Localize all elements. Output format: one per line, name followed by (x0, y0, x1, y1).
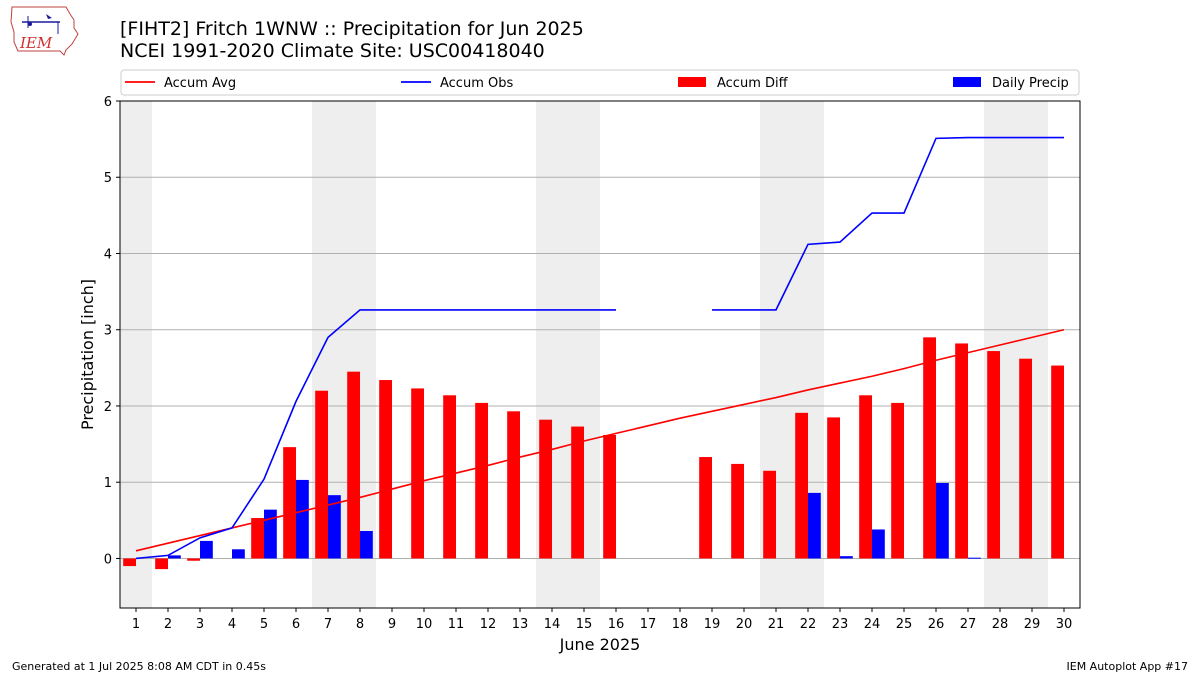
x-tick-label: 13 (512, 617, 529, 632)
x-tick-label: 26 (928, 617, 945, 632)
legend-label: Accum Obs (440, 76, 513, 91)
accum-diff-bar (411, 388, 424, 559)
accum-diff-bar (891, 402, 904, 559)
accum-diff-bar (827, 417, 840, 559)
accum-avg-line (135, 328, 1065, 552)
x-tick-label: 10 (416, 617, 433, 632)
x-tick-label: 2 (164, 617, 172, 632)
accum-diff-bar (1019, 358, 1032, 559)
daily-precip-bar (296, 479, 309, 559)
logo-text: IEM (19, 34, 53, 52)
x-tick-label: 21 (768, 617, 785, 632)
x-tick-label: 28 (992, 617, 1009, 632)
x-tick-label: 11 (448, 617, 465, 632)
chart-subtitle: NCEI 1991-2020 Climate Site: USC00418040 (120, 40, 545, 62)
x-tick-label: 22 (800, 617, 817, 632)
daily-precip-bar (840, 556, 853, 559)
daily-precip-bar (264, 509, 277, 559)
accum-diff-bar (251, 518, 264, 559)
accum-obs-line (712, 136, 1064, 311)
x-tick-label: 25 (896, 617, 913, 632)
y-tick-label: 3 (104, 324, 112, 339)
y-tick-label: 5 (104, 171, 112, 186)
legend-swatch (953, 77, 981, 87)
x-tick-label: 30 (1056, 617, 1073, 632)
accum-diff-bar (539, 419, 552, 559)
x-tick-label: 17 (640, 617, 657, 632)
legend-box (120, 69, 1080, 96)
legend-label: Accum Avg (164, 76, 236, 91)
daily-precip-bar (872, 529, 885, 559)
legend-label: Accum Diff (717, 76, 789, 91)
daily-precip-bar (200, 540, 213, 559)
y-tick-label: 0 (104, 552, 112, 567)
y-axis-label: Precipitation [inch] (78, 279, 97, 430)
x-tick-label: 16 (608, 617, 625, 632)
accum-diff-bar (123, 558, 136, 567)
accum-diff-bar (347, 371, 360, 559)
x-tick-label: 18 (672, 617, 689, 632)
accum-diff-bar (731, 463, 744, 559)
daily-precip-bar (360, 530, 373, 559)
x-tick-label: 1 (132, 617, 140, 632)
x-tick-label: 6 (292, 617, 300, 632)
y-tick-label: 1 (104, 476, 112, 491)
x-tick-label: 20 (736, 617, 753, 632)
x-tick-label: 15 (576, 617, 593, 632)
x-tick-label: 9 (388, 617, 396, 632)
accum-diff-bar (923, 337, 936, 559)
x-tick-label: 5 (260, 617, 268, 632)
x-tick-label: 8 (356, 617, 364, 632)
y-tick-label: 4 (104, 247, 112, 262)
accum-diff-bar (475, 402, 488, 559)
x-axis-label: June 2025 (559, 635, 641, 654)
chart-title: [FIHT2] Fritch 1WNW :: Precipitation for… (120, 18, 584, 40)
daily-precip-bar (968, 557, 981, 559)
accum-diff-bar (571, 426, 584, 559)
accum-diff-bar (315, 390, 328, 559)
accum-diff-bar (443, 395, 456, 559)
accum-diff-bar (155, 558, 168, 570)
accum-diff-bar (859, 395, 872, 559)
x-tick-label: 19 (704, 617, 721, 632)
accum-diff-bar (507, 411, 520, 559)
daily-precip-bar (936, 482, 949, 559)
accum-diff-bar (379, 380, 392, 559)
x-tick-label: 7 (324, 617, 332, 632)
x-tick-label: 29 (1024, 617, 1041, 632)
accum-diff-bar (283, 447, 296, 559)
daily-precip-bar (168, 555, 181, 559)
accum-diff-bar (795, 412, 808, 559)
accum-diff-bar (763, 470, 776, 559)
daily-precip-bar (232, 549, 245, 559)
x-tick-label: 14 (544, 617, 561, 632)
x-tick-label: 4 (228, 617, 236, 632)
x-tick-label: 27 (960, 617, 977, 632)
x-tick-label: 23 (832, 617, 849, 632)
daily-precip-bar (808, 492, 821, 559)
x-tick-label: 24 (864, 617, 881, 632)
legend-swatch (678, 77, 706, 87)
plot-frame (119, 100, 1081, 609)
accum-obs-line (135, 309, 616, 560)
y-tick-label: 2 (104, 400, 112, 415)
accum-diff-bar (955, 343, 968, 559)
footer-app-text: IEM Autoplot App #17 (1066, 660, 1189, 673)
footer-generated-text: Generated at 1 Jul 2025 8:08 AM CDT in 0… (12, 660, 266, 673)
y-tick-label: 6 (104, 95, 112, 110)
iem-logo-icon: IEM (10, 6, 79, 56)
x-tick-label: 12 (480, 617, 497, 632)
accum-diff-bar (603, 434, 616, 559)
weekend-band (120, 101, 152, 608)
accum-diff-bar (699, 457, 712, 559)
x-tick-label: 3 (196, 617, 204, 632)
daily-precip-bar (328, 495, 341, 559)
accum-diff-bar (187, 558, 200, 561)
accum-diff-bar (1051, 365, 1064, 559)
legend-label: Daily Precip (992, 76, 1069, 91)
accum-diff-bar (987, 351, 1000, 559)
